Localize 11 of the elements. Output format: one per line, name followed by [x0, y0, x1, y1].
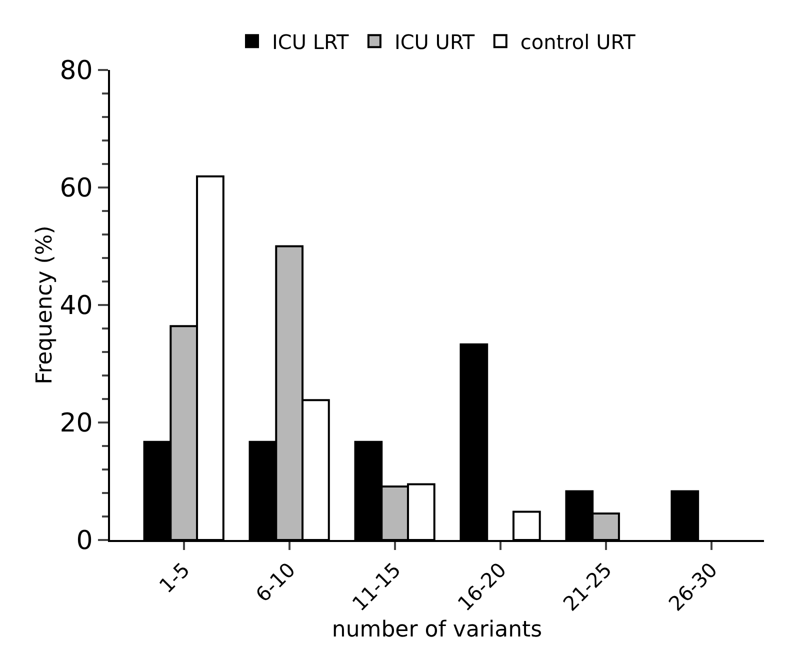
x-axis-title: number of variants — [332, 618, 542, 643]
y-tick-label: 80 — [60, 56, 93, 86]
y-axis-title: Frequency (%) — [32, 226, 58, 384]
legend-label: ICU URT — [394, 30, 476, 54]
legend-label: control URT — [520, 30, 636, 54]
y-tick-label: 0 — [76, 526, 93, 556]
y-tick-label: 40 — [60, 291, 93, 322]
y-tick-label: 20 — [60, 408, 93, 439]
y-tick-label: 60 — [60, 174, 93, 204]
x-tick-label: 1-5 — [154, 558, 194, 598]
legend-label: ICU LRT — [272, 30, 350, 54]
